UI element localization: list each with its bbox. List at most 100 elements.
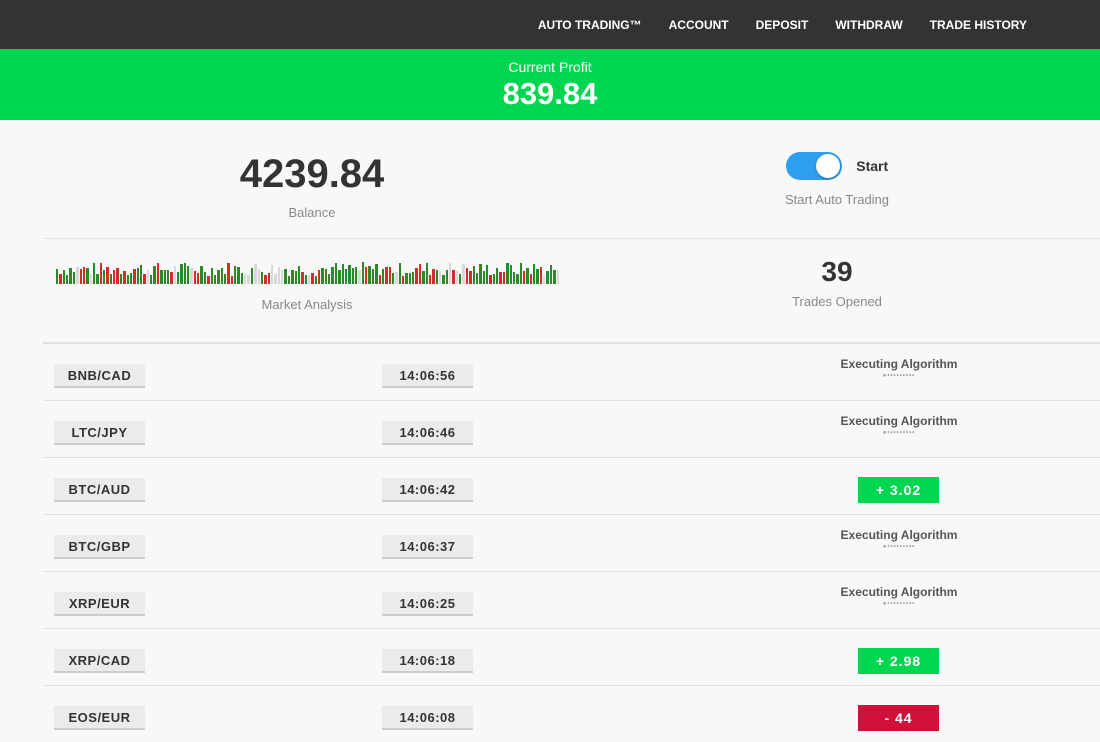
market-bar xyxy=(86,268,89,284)
market-bar xyxy=(371,268,375,284)
status-text: Executing Algorithm xyxy=(840,414,958,428)
auto-trading-label: Start Auto Trading xyxy=(784,192,890,207)
market-bar xyxy=(405,273,408,284)
nav-deposit[interactable]: DEPOSIT xyxy=(755,17,809,32)
market-bar xyxy=(250,268,254,284)
market-bar xyxy=(213,274,217,284)
market-bar xyxy=(324,268,328,284)
market-analysis-label: Market Analysis xyxy=(261,297,353,312)
market-bar xyxy=(365,266,368,284)
market-bar xyxy=(351,268,354,284)
status-executing: Executing Algorithm ●••••••••• xyxy=(837,528,961,550)
market-bar xyxy=(193,271,197,284)
market-bar xyxy=(432,269,435,284)
trade-time: 14:06:42 xyxy=(382,478,473,502)
market-bar xyxy=(183,263,187,284)
trade-row: LTC/JPY 14:06:46 Executing Algorithm ●••••… xyxy=(43,400,1100,457)
market-bar xyxy=(200,266,203,284)
market-bar xyxy=(156,262,160,284)
market-bar xyxy=(368,265,371,284)
trade-time: 14:06:25 xyxy=(382,592,473,616)
market-bar xyxy=(264,275,267,284)
market-bar xyxy=(150,275,153,284)
progress-dots-icon: ●••••••••• xyxy=(882,544,916,550)
market-bar xyxy=(230,275,234,284)
market-bar xyxy=(163,269,166,284)
market-bar xyxy=(234,266,237,284)
market-bar xyxy=(459,274,462,284)
market-bar xyxy=(89,273,92,284)
balance-label: Balance xyxy=(288,205,336,220)
market-bar xyxy=(207,275,210,284)
market-bar xyxy=(425,263,428,284)
market-bar xyxy=(445,269,449,284)
market-bar xyxy=(220,267,223,284)
market-bar xyxy=(556,269,559,284)
market-bar xyxy=(499,272,502,284)
market-bar xyxy=(304,274,307,284)
nav-withdraw[interactable]: WITHDRAW xyxy=(835,17,903,32)
market-bar xyxy=(475,272,479,284)
market-bar xyxy=(422,271,425,284)
market-bar xyxy=(103,270,106,284)
market-bar xyxy=(203,272,207,284)
market-bar xyxy=(109,273,113,284)
balance-panel: 4239.84 Balance xyxy=(162,152,462,220)
currency-pair: LTC/JPY xyxy=(54,421,145,445)
market-bar xyxy=(482,270,485,284)
market-bar xyxy=(543,274,546,284)
balance-value: 4239.84 xyxy=(239,152,385,196)
market-bar xyxy=(516,274,519,284)
market-bar xyxy=(291,269,294,284)
currency-pair: BTC/GBP xyxy=(54,535,145,559)
market-bar xyxy=(546,270,549,284)
market-bar xyxy=(348,264,351,284)
market-bar xyxy=(361,262,365,284)
market-bar xyxy=(307,274,311,284)
market-bar xyxy=(465,268,469,284)
market-bar xyxy=(170,272,173,284)
market-bar xyxy=(533,264,536,284)
market-bar xyxy=(472,265,475,284)
market-bar xyxy=(62,269,66,284)
auto-trading-toggle[interactable] xyxy=(785,152,842,180)
trade-row: EOS/EUR 14:06:08 - 44 xyxy=(43,685,1100,742)
market-bar xyxy=(553,269,556,284)
market-bar xyxy=(119,273,123,284)
status-text: Executing Algorithm xyxy=(840,357,958,371)
market-bar xyxy=(227,263,230,284)
market-bar xyxy=(489,274,492,284)
market-bar xyxy=(254,264,257,284)
currency-pair: XRP/CAD xyxy=(54,649,145,673)
market-bar xyxy=(106,266,109,284)
market-bar xyxy=(59,274,62,284)
market-bar xyxy=(113,269,116,284)
market-bar xyxy=(381,269,385,284)
trade-row: XRP/CAD 14:06:18 + 2.98 xyxy=(43,628,1100,685)
status-executing: Executing Algorithm ●••••••••• xyxy=(837,414,961,436)
market-bar xyxy=(76,266,79,284)
market-analysis-chart xyxy=(56,262,560,284)
market-bar xyxy=(173,265,176,284)
market-bar xyxy=(378,275,381,284)
nav-trade-history[interactable]: TRADE HISTORY xyxy=(929,17,1027,32)
market-bar xyxy=(526,268,529,284)
divider xyxy=(43,238,1100,239)
market-bar xyxy=(190,268,193,284)
nav-account[interactable]: ACCOUNT xyxy=(668,17,729,32)
market-bar xyxy=(294,271,297,284)
market-bar xyxy=(240,272,244,284)
market-bar xyxy=(314,275,318,284)
nav-auto-trading[interactable]: AUTO TRADING™ xyxy=(537,17,642,32)
market-bar xyxy=(287,275,291,284)
market-bar xyxy=(274,273,277,284)
market-bar xyxy=(502,271,506,284)
market-bar xyxy=(176,272,180,284)
market-bar xyxy=(297,265,301,284)
market-bar xyxy=(129,272,133,284)
market-bar xyxy=(354,267,358,284)
market-bar xyxy=(549,265,553,284)
market-bar xyxy=(492,274,496,284)
market-bar xyxy=(438,271,442,284)
market-bar xyxy=(358,269,361,284)
